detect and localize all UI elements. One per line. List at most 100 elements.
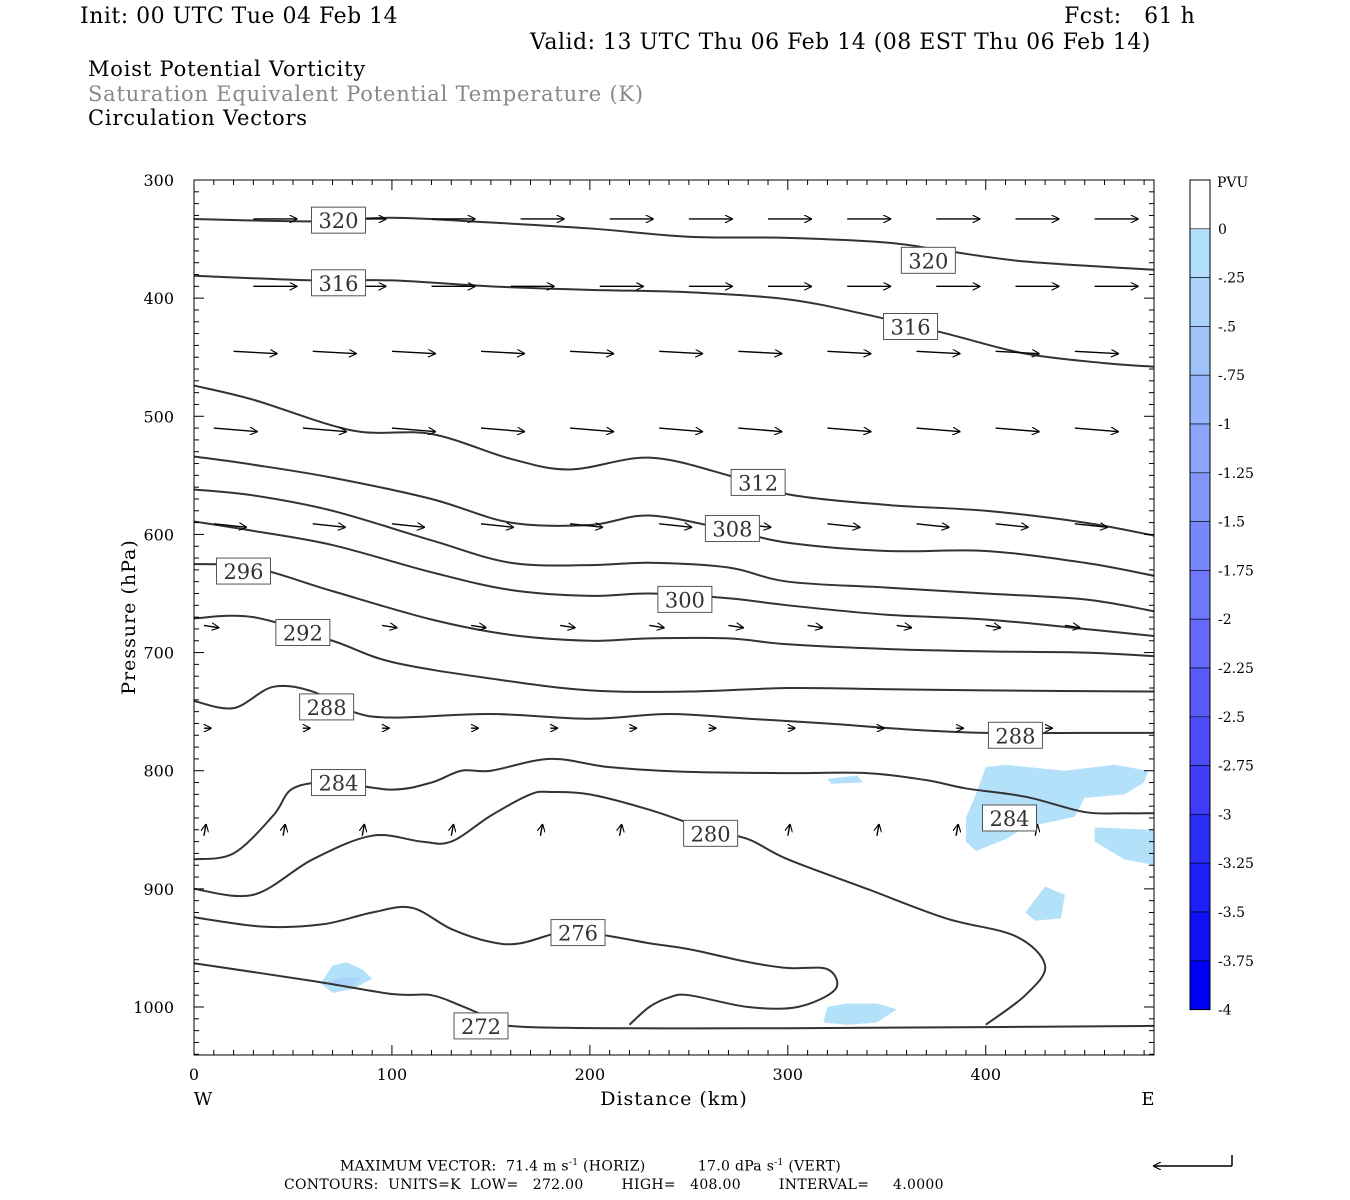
vector-arrow [480,524,514,528]
axis-ticks: 300 400 500 600 700 800 900 1000 0 100 200 300 400 [133,171,1154,1084]
y-tick-label: 300 [143,171,174,190]
colorbar-label: -.5 [1218,319,1236,335]
vector-arrow [995,428,1040,432]
contour-label: 296 [223,560,263,584]
field-title-thetae: Saturation Equivalent Potential Temperat… [88,82,644,106]
contour-label: 320 [318,209,358,233]
colorbar-cell [1189,814,1211,864]
colorbar-cell [1189,521,1211,571]
contour-label: 308 [712,518,752,542]
vector-arrow [788,824,790,836]
contour-label-box [683,819,739,847]
contour-292 [193,614,1155,693]
colorbar-cell [1189,618,1211,669]
contour-label-box [704,515,760,543]
vector-arrow [391,428,436,432]
field-title-pv: Moist Potential Vorticity [88,57,366,81]
pv-shaded-region [328,977,363,986]
vector-arrow [204,824,206,836]
contour-276 [193,905,839,1026]
contour-label-box [310,269,366,297]
colorbar-cell [1189,667,1211,718]
colorbar-cell [1189,911,1211,962]
plot-frame [193,179,1155,1056]
contour-300 [193,520,1155,638]
vector-arrow [916,524,949,528]
y-tick-label: 400 [143,289,174,308]
contour-label: 292 [283,621,323,645]
max-vector-text: MAXIMUM VECTOR: 71.4 m s-1 (HORIZ) 17.0 … [340,1158,841,1175]
vector-arrow [312,524,346,528]
colorbar-label: -2.75 [1218,759,1254,775]
colorbar-cell [1189,326,1211,376]
contour-label: 312 [738,471,778,495]
contour-label: 300 [665,588,705,612]
y-tick-label: 600 [143,525,174,544]
contour-label-box [275,618,331,646]
vector-arrow [738,351,782,353]
vector-arrow [213,428,258,432]
colorbar-label: -1.5 [1218,515,1245,531]
vector-arrow [985,625,1001,627]
colorbar-title: PVU [1217,175,1249,191]
reference-vector-icon [1153,1155,1233,1166]
vector-arrow [391,351,436,353]
colorbar-cell [1189,228,1211,278]
west-label: W [194,1089,213,1110]
x-tick-label: 0 [189,1065,199,1084]
contour-label-box [982,804,1038,832]
colorbar-cell [1189,423,1211,474]
contour-label: 280 [691,822,731,846]
colorbar-label: -2 [1218,612,1232,628]
contour-label-box [453,1012,509,1040]
contour-304 [193,488,1155,613]
colorbar-cell [1189,570,1211,620]
colorbar-label: -3.75 [1218,954,1254,970]
x-tick-label: 300 [773,1065,804,1084]
contour-312 [193,384,1155,537]
contour-296 [193,562,1155,658]
contour-label-box [987,721,1043,749]
vector-arrow [659,524,692,528]
vector-arrow [570,351,614,353]
contour-info-text: CONTOURS: UNITS=K LOW= 272.00 HIGH= 408.… [284,1177,944,1193]
colorbar-cell [1189,765,1211,815]
vector-arrow [896,625,912,627]
vector-arrow [995,351,1040,353]
x-tick-label: 200 [575,1065,606,1084]
contour-label: 284 [989,807,1029,831]
vector-arrow [560,625,575,627]
vector-arrow [312,351,357,353]
vector-arrow [381,625,397,627]
vector-arrow [1064,625,1080,627]
contour-label-box [215,557,271,585]
colorbar-cell [1189,862,1211,913]
vector-arrow [570,428,614,432]
contour-label-box [883,312,939,340]
vector-arrow [213,524,247,528]
vector-arrow [1074,351,1119,353]
contour-316 [193,274,1155,368]
pv-shaded-region [1025,886,1065,921]
vector-arrow [540,824,542,836]
colorbar-label: -3 [1218,807,1232,823]
contour-label-box [550,919,606,947]
y-tick-label: 900 [143,880,174,899]
contour-label-box [900,246,956,274]
y-axis-label: Pressure (hPa) [118,539,140,695]
contour-308 [193,455,1155,577]
colorbar-cell [1189,960,1211,1010]
colorbar-cell [1189,277,1211,327]
contour-label: 316 [890,315,930,339]
vector-arrow [877,824,879,836]
colorbar-label: -2.5 [1218,710,1245,726]
pv-shaded-region [827,775,864,784]
x-axis-label: Distance (km) [600,1088,748,1110]
colorbar-label: -2.25 [1218,661,1254,677]
vector-arrow [570,524,603,528]
vector-arrow [362,824,364,836]
colorbar-cell [1189,179,1211,230]
contour-label: 284 [318,772,358,796]
vector-arrow [302,428,347,432]
